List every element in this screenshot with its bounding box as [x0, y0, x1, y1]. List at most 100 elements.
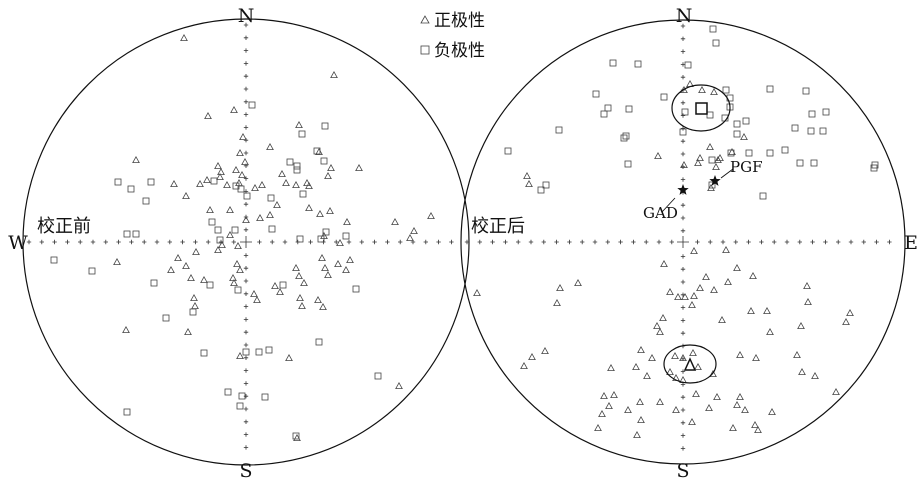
normal-polarity-point — [690, 291, 698, 300]
reversed-polarity-point — [791, 124, 799, 132]
normal-polarity-point — [236, 148, 244, 157]
axis-tick — [243, 342, 249, 348]
axis-tick — [334, 239, 339, 245]
axis-tick — [680, 49, 686, 54]
normal-polarity-point — [768, 407, 776, 416]
reversed-polarity-point — [727, 149, 735, 157]
axis-tick — [772, 239, 777, 245]
normal-polarity-point — [204, 111, 212, 119]
normal-polarity-point — [391, 217, 399, 226]
normal-polarity-point — [305, 181, 313, 190]
axis-tick — [680, 75, 686, 80]
reversed-polarity-point — [684, 61, 692, 69]
axis-tick — [477, 239, 482, 245]
reversed-polarity-point — [810, 159, 818, 167]
reversed-polarity-point — [234, 286, 242, 294]
normal-polarity-point — [633, 430, 641, 439]
axis-tick — [592, 239, 598, 245]
normal-polarity-point — [797, 321, 805, 330]
reversed-polarity-point — [255, 348, 263, 356]
normal-polarity-point — [654, 151, 662, 160]
normal-polarity-point — [295, 120, 303, 128]
normal-polarity-point — [473, 288, 481, 297]
normal-polarity-point — [336, 238, 344, 247]
data-points-after — [473, 25, 879, 439]
axis-tick — [680, 254, 686, 259]
axis-tick — [243, 330, 249, 335]
reversed-polarity-point — [132, 230, 140, 238]
axis-tick — [243, 61, 249, 66]
reversed-polarity-point — [147, 178, 155, 186]
normal-polarity-point — [541, 346, 549, 355]
axis-tick — [243, 150, 249, 156]
reversed-polarity-point — [733, 120, 741, 128]
reversed-polarity-point — [624, 160, 632, 168]
reversed-polarity-point — [231, 226, 239, 234]
axis-tick — [193, 239, 198, 245]
normal-polarity-point — [230, 278, 238, 287]
stereonet-before: N S W 校正前 — [8, 5, 470, 481]
axis-tick — [243, 278, 249, 284]
axis-tick — [270, 239, 275, 245]
normal-polarity-point — [406, 233, 414, 242]
mean-direction-normal — [683, 357, 697, 371]
normal-polarity-point — [229, 273, 237, 282]
axis-tick — [695, 239, 700, 245]
normal-polarity-point — [605, 401, 613, 410]
axis-tick — [656, 239, 662, 245]
reversed-polarity-point — [709, 25, 717, 33]
axis-tick — [580, 239, 585, 245]
normal-polarity-point — [214, 161, 222, 170]
normal-polarity-point — [660, 259, 668, 268]
normal-polarity-point — [223, 180, 231, 189]
reversed-polarity-point — [819, 127, 827, 135]
reversed-polarity-point — [150, 279, 158, 287]
reversed-polarity-point — [342, 232, 350, 240]
normal-polarity-point — [842, 317, 850, 326]
axis-tick — [116, 239, 121, 245]
normal-polarity-point — [672, 405, 680, 414]
axis-tick — [449, 239, 454, 245]
normal-polarity-point — [692, 389, 700, 398]
axis-tick — [644, 239, 649, 245]
normal-polarity-point — [187, 273, 195, 282]
reversed-polarity-point — [604, 104, 612, 112]
normal-polarity-point — [763, 306, 771, 315]
normal-polarity-point — [256, 213, 264, 222]
reversed-polarity-point — [200, 349, 208, 357]
reversed-polarity-point — [712, 39, 720, 47]
normal-polarity-point — [832, 387, 840, 396]
normal-polarity-point — [598, 409, 606, 418]
normal-polarity-point — [804, 297, 812, 306]
normal-polarity-point — [698, 85, 706, 93]
reversed-polarity-point — [208, 218, 216, 226]
axis-tick — [797, 239, 802, 245]
reversed-polarity-point — [313, 147, 321, 155]
normal-polarity-point — [754, 425, 762, 434]
normal-polarity-point — [659, 313, 667, 322]
axis-tick — [154, 239, 160, 245]
normal-polarity-point — [315, 147, 323, 156]
pgf-leader-line — [720, 168, 734, 179]
axis-tick — [243, 394, 249, 399]
axis-tick — [823, 239, 828, 245]
normal-polarity-point — [520, 361, 528, 370]
normal-polarity-point — [182, 191, 190, 200]
axis-tick — [308, 239, 313, 245]
normal-polarity-point — [724, 277, 732, 286]
normal-polarity-point — [694, 362, 702, 371]
normal-polarity-point — [234, 241, 242, 250]
axis-tick — [733, 239, 738, 245]
normal-polarity-point — [230, 105, 238, 113]
reversed-polarity-point — [781, 146, 789, 154]
axis-tick — [680, 228, 686, 233]
normal-polarity-point — [242, 215, 250, 224]
normal-polarity-point — [285, 353, 293, 362]
axis-tick — [243, 432, 249, 437]
axis-tick — [243, 86, 249, 92]
axis-tick — [680, 36, 686, 41]
normal-polarity-point — [314, 295, 322, 304]
reversed-polarity-point — [206, 281, 214, 289]
axis-tick — [243, 355, 249, 360]
reversed-polarity-point — [293, 162, 301, 170]
